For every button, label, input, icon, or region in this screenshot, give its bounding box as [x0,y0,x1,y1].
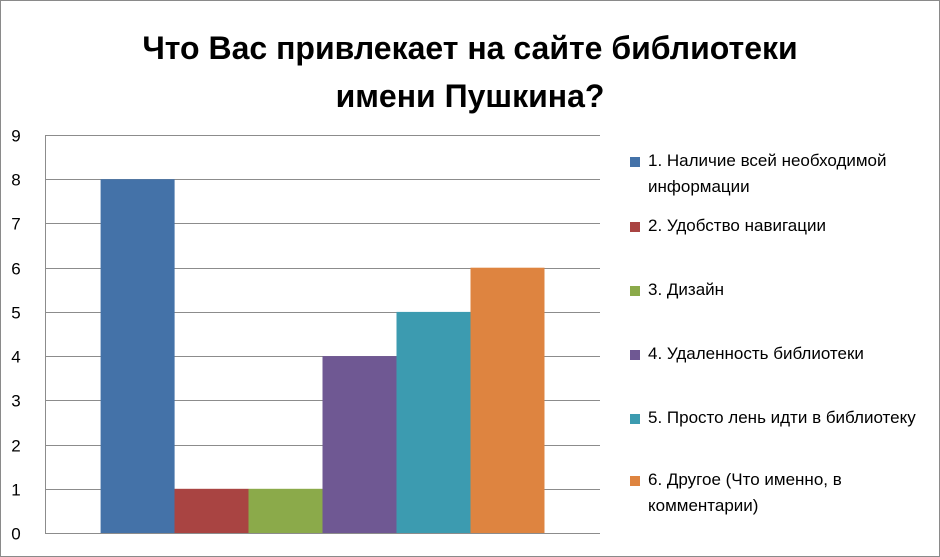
y-axis: 0 1 2 3 4 5 6 7 8 9 [11,127,600,544]
legend-swatch [630,350,640,360]
legend-label: 3. Дизайн [648,280,725,299]
legend-swatch [630,414,640,424]
legend-swatch [630,222,640,232]
bar-series-3 [248,488,323,533]
legend-item-4: 4. Удаленность библиотеки [630,341,930,401]
legend-label: 4. Удаленность библиотеки [648,344,864,363]
legend-label: 2. Удобство навигации [648,216,826,235]
legend-swatch [630,286,640,296]
legend-label: 6. Другое (Что именно, в комментарии) [648,470,842,515]
legend-label: 1. Наличие всей необходимой информации [648,151,887,196]
bars [100,179,545,533]
legend-swatch [630,157,640,167]
y-tick-label: 3 [11,392,20,411]
legend-item-1: 1. Наличие всей необходимой информации [630,148,930,208]
legend-item-5: 5. Просто лень идти в библиотеку [630,405,930,465]
bar-series-2 [174,488,249,533]
bar-series-5 [396,311,471,533]
y-tick-label: 4 [11,348,20,367]
y-tick-label: 8 [11,171,20,190]
legend-swatch [630,476,640,486]
legend-item-3: 3. Дизайн [630,277,930,337]
chart-title: Что Вас привлекает на сайте библиотеки и… [142,30,798,114]
bar-series-4 [322,356,397,533]
legend-label: 5. Просто лень идти в библиотеку [648,408,916,427]
y-tick-label: 2 [11,437,20,456]
y-tick-label: 0 [11,525,20,544]
y-tick-label: 1 [11,481,20,500]
legend-item-6: 6. Другое (Что именно, в комментарии) [630,467,930,527]
bar-series-1 [100,179,175,533]
y-tick-label: 6 [11,260,20,279]
y-tick-label: 5 [11,304,20,323]
y-tick-label: 7 [11,215,20,234]
y-tick-label: 9 [11,127,20,146]
legend-item-2: 2. Удобство навигации [630,213,930,273]
bar-series-6 [470,267,545,533]
